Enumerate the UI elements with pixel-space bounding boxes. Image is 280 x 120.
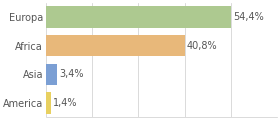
Bar: [46, 92, 51, 114]
Text: 54,4%: 54,4%: [233, 12, 264, 22]
Bar: [46, 6, 231, 28]
Text: 40,8%: 40,8%: [187, 41, 217, 51]
Bar: [46, 64, 57, 85]
Text: 1,4%: 1,4%: [53, 98, 77, 108]
Bar: [46, 35, 185, 56]
Text: 3,4%: 3,4%: [59, 69, 84, 79]
